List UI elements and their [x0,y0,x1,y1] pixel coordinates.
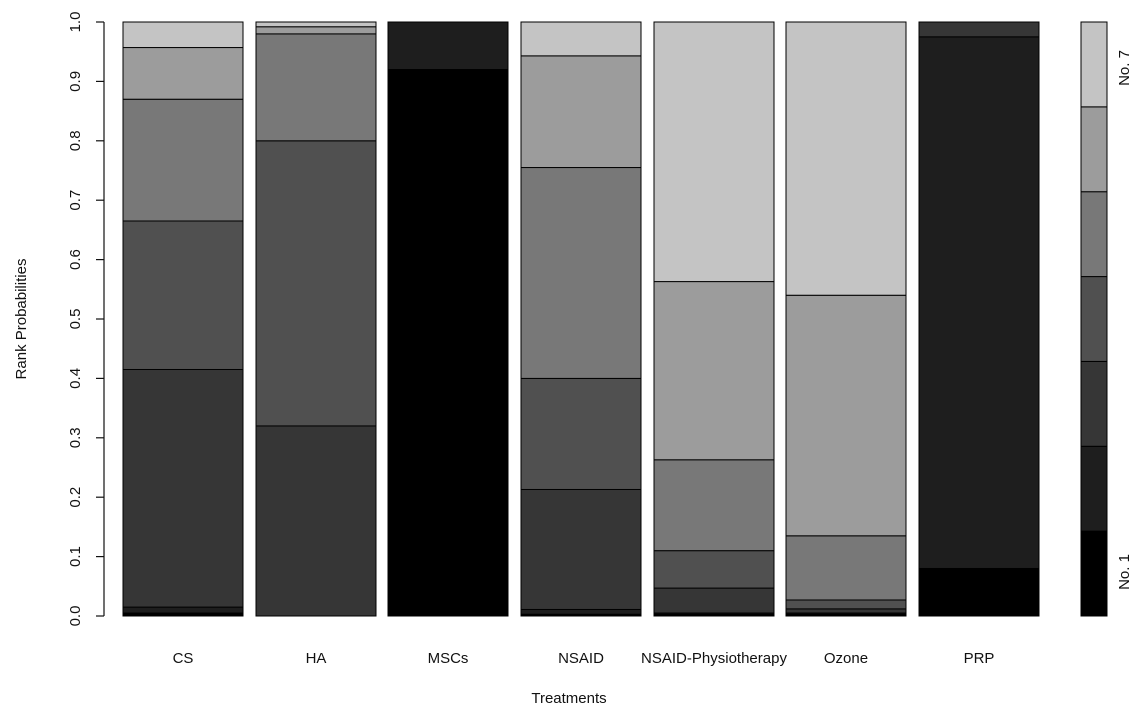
bar-segment [520,55,642,169]
y-tick-label: 0.1 [67,546,84,567]
bar-segment [255,140,377,427]
y-tick-label: 0.6 [67,249,84,270]
bar-segment [785,535,907,601]
y-tick-label: 0.8 [67,130,84,151]
bar-segment [122,368,244,608]
y-tick-label: 0.2 [67,487,84,508]
bar-ha [255,21,377,617]
y-tick-label: 0.4 [67,368,84,389]
bar-segment [785,608,907,614]
bar-nsaid [520,21,642,617]
bar-segment [520,488,642,610]
bar-segment [255,33,377,142]
bar-segment [122,98,244,222]
bar-segment [785,599,907,610]
y-axis: 0.0 0.1 0.2 0.3 0.4 0.5 0.6 0.7 0.8 0.9 1.0 [67,12,105,627]
bars-layer [122,21,1040,617]
bar-segment [520,167,642,379]
y-tick-label: 0.5 [67,309,84,330]
bar-segment [918,567,1040,617]
x-tick-label: NSAID [558,650,604,667]
bar-segment [255,425,377,617]
bar-segment [520,21,642,57]
x-axis-labels: CS HA MSCs NSAID NSAID-Physiotherapy Ozone PRP [173,650,995,667]
legend: No. 7 No. 1 [1080,21,1133,617]
bar-mscs [387,21,509,617]
bar-segment [122,220,244,370]
x-tick-label: PRP [964,650,995,667]
bar-prp [918,21,1040,617]
x-tick-label: NSAID-Physiotherapy [641,650,787,667]
bar-segment [387,69,509,617]
legend-swatch [1080,530,1108,617]
x-tick-label: CS [173,650,194,667]
x-axis-title: Treatments [531,690,606,707]
bar-segment [653,21,775,283]
bar-segment [387,21,509,71]
bar-segment [653,587,775,614]
bar-segment [785,294,907,537]
bar-segment [122,21,244,49]
bar-segment [520,377,642,490]
x-tick-label: MSCs [428,650,469,667]
x-tick-label: HA [306,650,327,667]
legend-bottom-label: No. 1 [1116,554,1133,590]
legend-swatch [1080,106,1108,193]
bar-segment [653,550,775,589]
bar-segment [520,608,642,615]
x-tick-label: Ozone [824,650,868,667]
legend-swatch [1080,21,1108,108]
legend-swatch [1080,360,1108,447]
y-tick-label: 0.9 [67,71,84,92]
legend-swatch [1080,445,1108,532]
legend-swatch [1080,276,1108,362]
y-tick-label: 0.7 [67,190,84,211]
bar-segment [785,21,907,296]
legend-swatch [1080,191,1108,278]
bar-nsaid-physiotherapy [653,21,775,617]
bar-segment [255,21,377,28]
bar-segment [255,26,377,35]
bar-segment [122,47,244,100]
bar-segment [918,21,1040,38]
legend-top-label: No. 7 [1116,50,1133,86]
y-axis-title: Rank Probabilities [13,259,30,380]
bar-segment [122,606,244,614]
bar-cs [122,21,244,617]
y-tick-label: 1.0 [67,12,84,33]
bar-ozone [785,21,907,617]
bar-segment [653,459,775,552]
bar-segment [653,281,775,461]
bar-segment [918,36,1040,569]
y-tick-label: 0.0 [67,606,84,627]
y-tick-label: 0.3 [67,427,84,448]
